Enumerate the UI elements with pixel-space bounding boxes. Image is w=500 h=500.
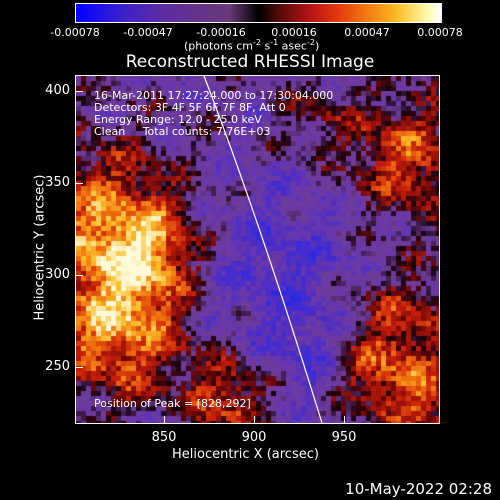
y-tick <box>75 91 83 92</box>
x-tick-label: 950 <box>331 430 357 445</box>
energy-range-text: Energy Range: 12.0 - 25.0 keV <box>94 113 262 126</box>
clean-counts-text: Clean Total counts: 7.76E+03 <box>94 125 271 138</box>
y-tick <box>75 183 83 184</box>
y-tick-label: 300 <box>45 267 70 282</box>
rhessi-image-plot <box>75 75 440 424</box>
y-tick-label: 400 <box>45 83 70 98</box>
y-axis-title: Heliocentric Y (arcsec) <box>32 174 48 321</box>
x-axis-title: Heliocentric X (arcsec) <box>172 447 319 462</box>
y-tick <box>75 367 83 368</box>
y-tick-label: 250 <box>45 359 70 374</box>
x-tick <box>344 416 345 424</box>
x-tick-label: 850 <box>151 430 177 445</box>
colorbar-tick: 0.00016 <box>271 26 317 39</box>
colorbar-tick: -0.00047 <box>123 26 173 39</box>
y-tick-label: 350 <box>45 175 70 190</box>
footer-date: 10-May-2022 02:28 <box>345 480 492 498</box>
colorbar-units: (photons cm-2 s-1 asec-2) <box>184 38 320 53</box>
time-range-text: 16-Mar-2011 17:27:24.000 to 17:30:04.000 <box>94 89 334 102</box>
colorbar <box>75 3 442 23</box>
image-title: Reconstructed RHESSI Image <box>125 52 375 72</box>
x-tick <box>164 416 165 424</box>
rhessi-image-heatmap <box>76 76 439 423</box>
x-tick <box>254 416 255 424</box>
detectors-text: Detectors: 3F 4F 5F 6F 7F 8F, Att 0 <box>94 101 286 114</box>
solar-limb <box>203 76 323 423</box>
y-tick <box>75 275 83 276</box>
colorbar-tick: -0.00078 <box>50 26 100 39</box>
colorbar-tick: 0.00047 <box>344 26 390 39</box>
colorbar-tick: -0.00016 <box>196 26 246 39</box>
x-tick-label: 900 <box>241 430 267 445</box>
peak-position-text: Position of Peak = [828,292] <box>94 397 251 410</box>
colorbar-tick: 0.00078 <box>417 26 463 39</box>
